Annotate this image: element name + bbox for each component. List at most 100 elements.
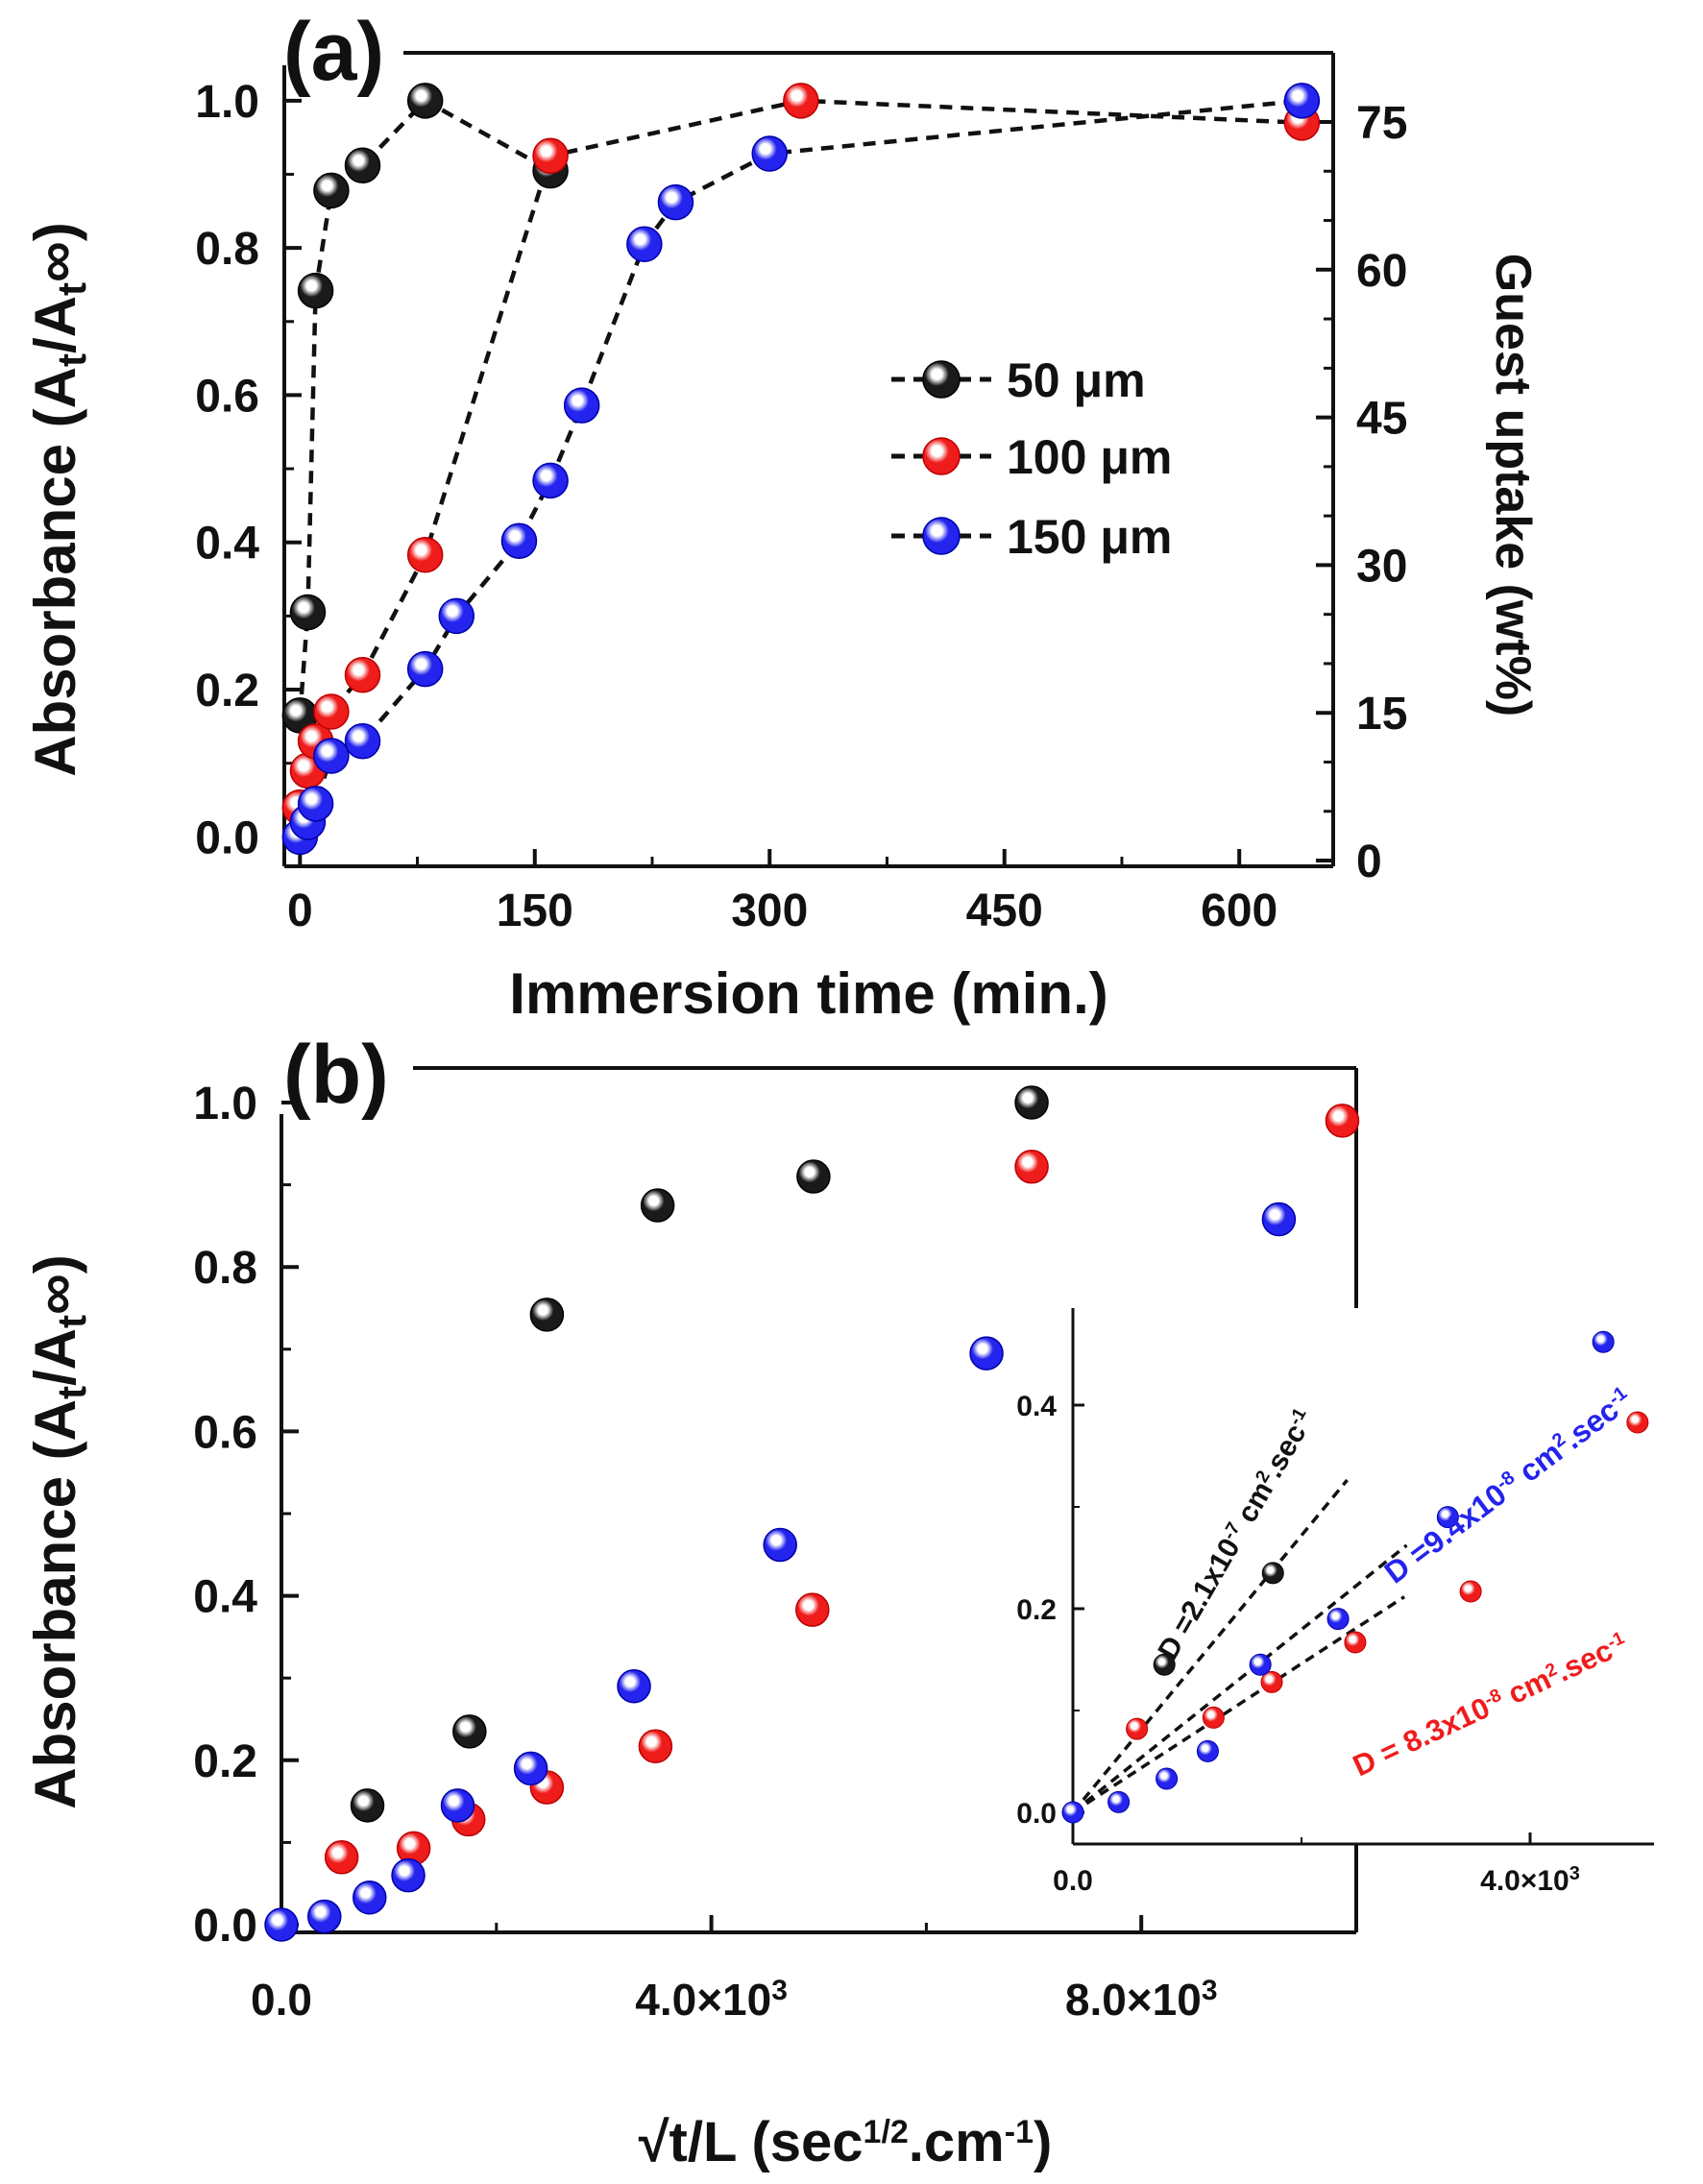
a-point-50m: [313, 172, 350, 209]
b-point-150m: [307, 1899, 342, 1934]
a-y2-tick-label: 15: [1356, 689, 1407, 740]
inset-background: [1073, 1308, 1654, 1844]
a-point-50m: [344, 147, 381, 184]
a-point-50m: [289, 594, 327, 631]
inset-fit-line-2: [1072, 1595, 1406, 1814]
a-y2-tick-label: 60: [1356, 246, 1407, 297]
inset-point-150m: [1249, 1653, 1272, 1676]
panel-b-x-axis-title: √t/L (sec1/2.cm-1): [639, 2111, 1053, 2173]
a-y-tick-label: 0.0: [195, 813, 259, 863]
a-point-150m: [406, 650, 444, 688]
b-point-150m: [353, 1881, 387, 1915]
inset-x-tick-label: 0.0: [1053, 1865, 1093, 1897]
a-point-150m: [344, 722, 381, 760]
a-point-100m: [344, 656, 381, 693]
panel-b-y-axis-title: Absorbance (At/At∞): [23, 1254, 94, 1809]
inset-fit-line-1: [1071, 1543, 1408, 1814]
a-point-150m: [500, 522, 538, 559]
panel-a-y2-axis-title: Guest uptake (wt%): [1485, 254, 1541, 717]
inset-point-150m: [1196, 1739, 1219, 1762]
a-point-100m: [406, 537, 444, 573]
a-point-150m: [657, 183, 694, 221]
inset-y-tick-label: 0.0: [1016, 1798, 1057, 1830]
b-point-100m: [638, 1729, 673, 1763]
a-point-50m: [406, 83, 444, 119]
b-point-150m: [969, 1336, 1004, 1371]
a-point-50m: [297, 272, 334, 309]
inset-point-150m: [1061, 1801, 1084, 1824]
a-point-150m: [563, 387, 600, 424]
b-y-tick-label: 0.6: [193, 1407, 257, 1458]
a-point-150m: [532, 462, 569, 499]
b-point-50m: [640, 1188, 675, 1223]
b-y-tick-label: 0.0: [193, 1901, 257, 1952]
a-x-tick-label: 600: [1201, 886, 1277, 936]
inset-point-100m: [1626, 1411, 1649, 1434]
b-point-150m: [391, 1857, 426, 1893]
inset-point-150m: [1326, 1608, 1350, 1631]
a-point-150m: [313, 738, 350, 774]
inset-point-100m: [1126, 1717, 1149, 1740]
a-x-tick-label: 300: [731, 886, 808, 936]
legend-label-100um: 100 μm: [1007, 430, 1172, 484]
b-y-tick-label: 1.0: [193, 1079, 257, 1129]
inset-point-150m: [1156, 1767, 1179, 1790]
a-x-tick-label: 450: [966, 886, 1043, 936]
inset-y-tick-label: 0.4: [1016, 1391, 1057, 1422]
inset-point-100m: [1459, 1580, 1482, 1603]
a-point-100m: [313, 693, 350, 730]
legend-label-150um: 150 μm: [1007, 510, 1172, 564]
a-y2-tick-label: 0: [1356, 837, 1382, 887]
panel-a-ticks: 0 150 300 450 600 0.0 0.2 0.4 0.6 0.8 1.0 0 15 30 45 60…: [195, 77, 1407, 936]
a-x-tick-label: 150: [497, 886, 573, 936]
b-point-50m: [1014, 1085, 1049, 1120]
a-point-150m: [297, 786, 334, 822]
a-point-150m: [438, 597, 475, 635]
b-point-50m: [350, 1788, 385, 1823]
panel-b-points: [264, 1085, 1360, 1942]
b-point-150m: [763, 1527, 797, 1563]
inset-points: [1061, 1330, 1649, 1824]
panel-a-legend: 50 μm 100 μm 150 μm: [891, 353, 1172, 564]
a-y2-tick-label: 45: [1356, 394, 1407, 445]
legend-marker-50um: [922, 360, 961, 399]
legend-label-50um: 50 μm: [1007, 353, 1146, 407]
panel-a-points: [281, 83, 1321, 856]
a-point-150m: [626, 226, 663, 263]
b-point-150m: [1261, 1201, 1297, 1237]
b-point-50m: [452, 1714, 487, 1749]
inset-ticks: 0.0 4.0×103 0.0 0.2 0.4: [1016, 1391, 1580, 1897]
b-x-tick-label: 4.0×103: [635, 1975, 788, 2026]
b-point-150m: [440, 1788, 475, 1823]
b-point-150m: [513, 1751, 548, 1786]
panel-b-label: (b): [283, 1029, 389, 1121]
b-point-100m: [1014, 1150, 1049, 1184]
b-point-150m: [264, 1907, 299, 1942]
a-point-100m: [783, 83, 819, 119]
a-point-150m: [751, 135, 789, 172]
a-y-tick-label: 0.8: [195, 224, 259, 275]
panel-a-x-axis-title: Immersion time (min.): [509, 961, 1107, 1026]
a-y-tick-label: 1.0: [195, 77, 259, 128]
b-point-50m: [529, 1298, 565, 1332]
legend-marker-100um: [922, 437, 961, 475]
b-y-tick-label: 0.8: [193, 1243, 257, 1294]
a-y-tick-label: 0.2: [195, 666, 259, 716]
b-point-50m: [796, 1159, 831, 1194]
b-x-tick-label: 0.0: [251, 1975, 312, 2025]
b-point-100m: [795, 1592, 830, 1627]
a-y2-tick-label: 30: [1356, 541, 1407, 592]
a-point-150m: [1283, 83, 1321, 119]
a-x-tick-label: 0: [287, 886, 313, 936]
a-y-tick-label: 0.4: [195, 519, 259, 570]
b-point-100m: [324, 1840, 359, 1875]
inset-fit-line-0: [1071, 1478, 1349, 1814]
panel-a: (a) 0 150 300 450 600 0.0 0.2 0.4 0.6 0.8 1.0 0 15 30…: [23, 6, 1541, 1026]
inset-point-50m: [1153, 1653, 1176, 1676]
panel-a-y-axis-title: Absorbance (At/At∞): [23, 222, 94, 777]
b-y-tick-label: 0.4: [193, 1572, 257, 1623]
inset-point-150m: [1436, 1506, 1459, 1529]
panel-a-label: (a): [283, 6, 384, 98]
